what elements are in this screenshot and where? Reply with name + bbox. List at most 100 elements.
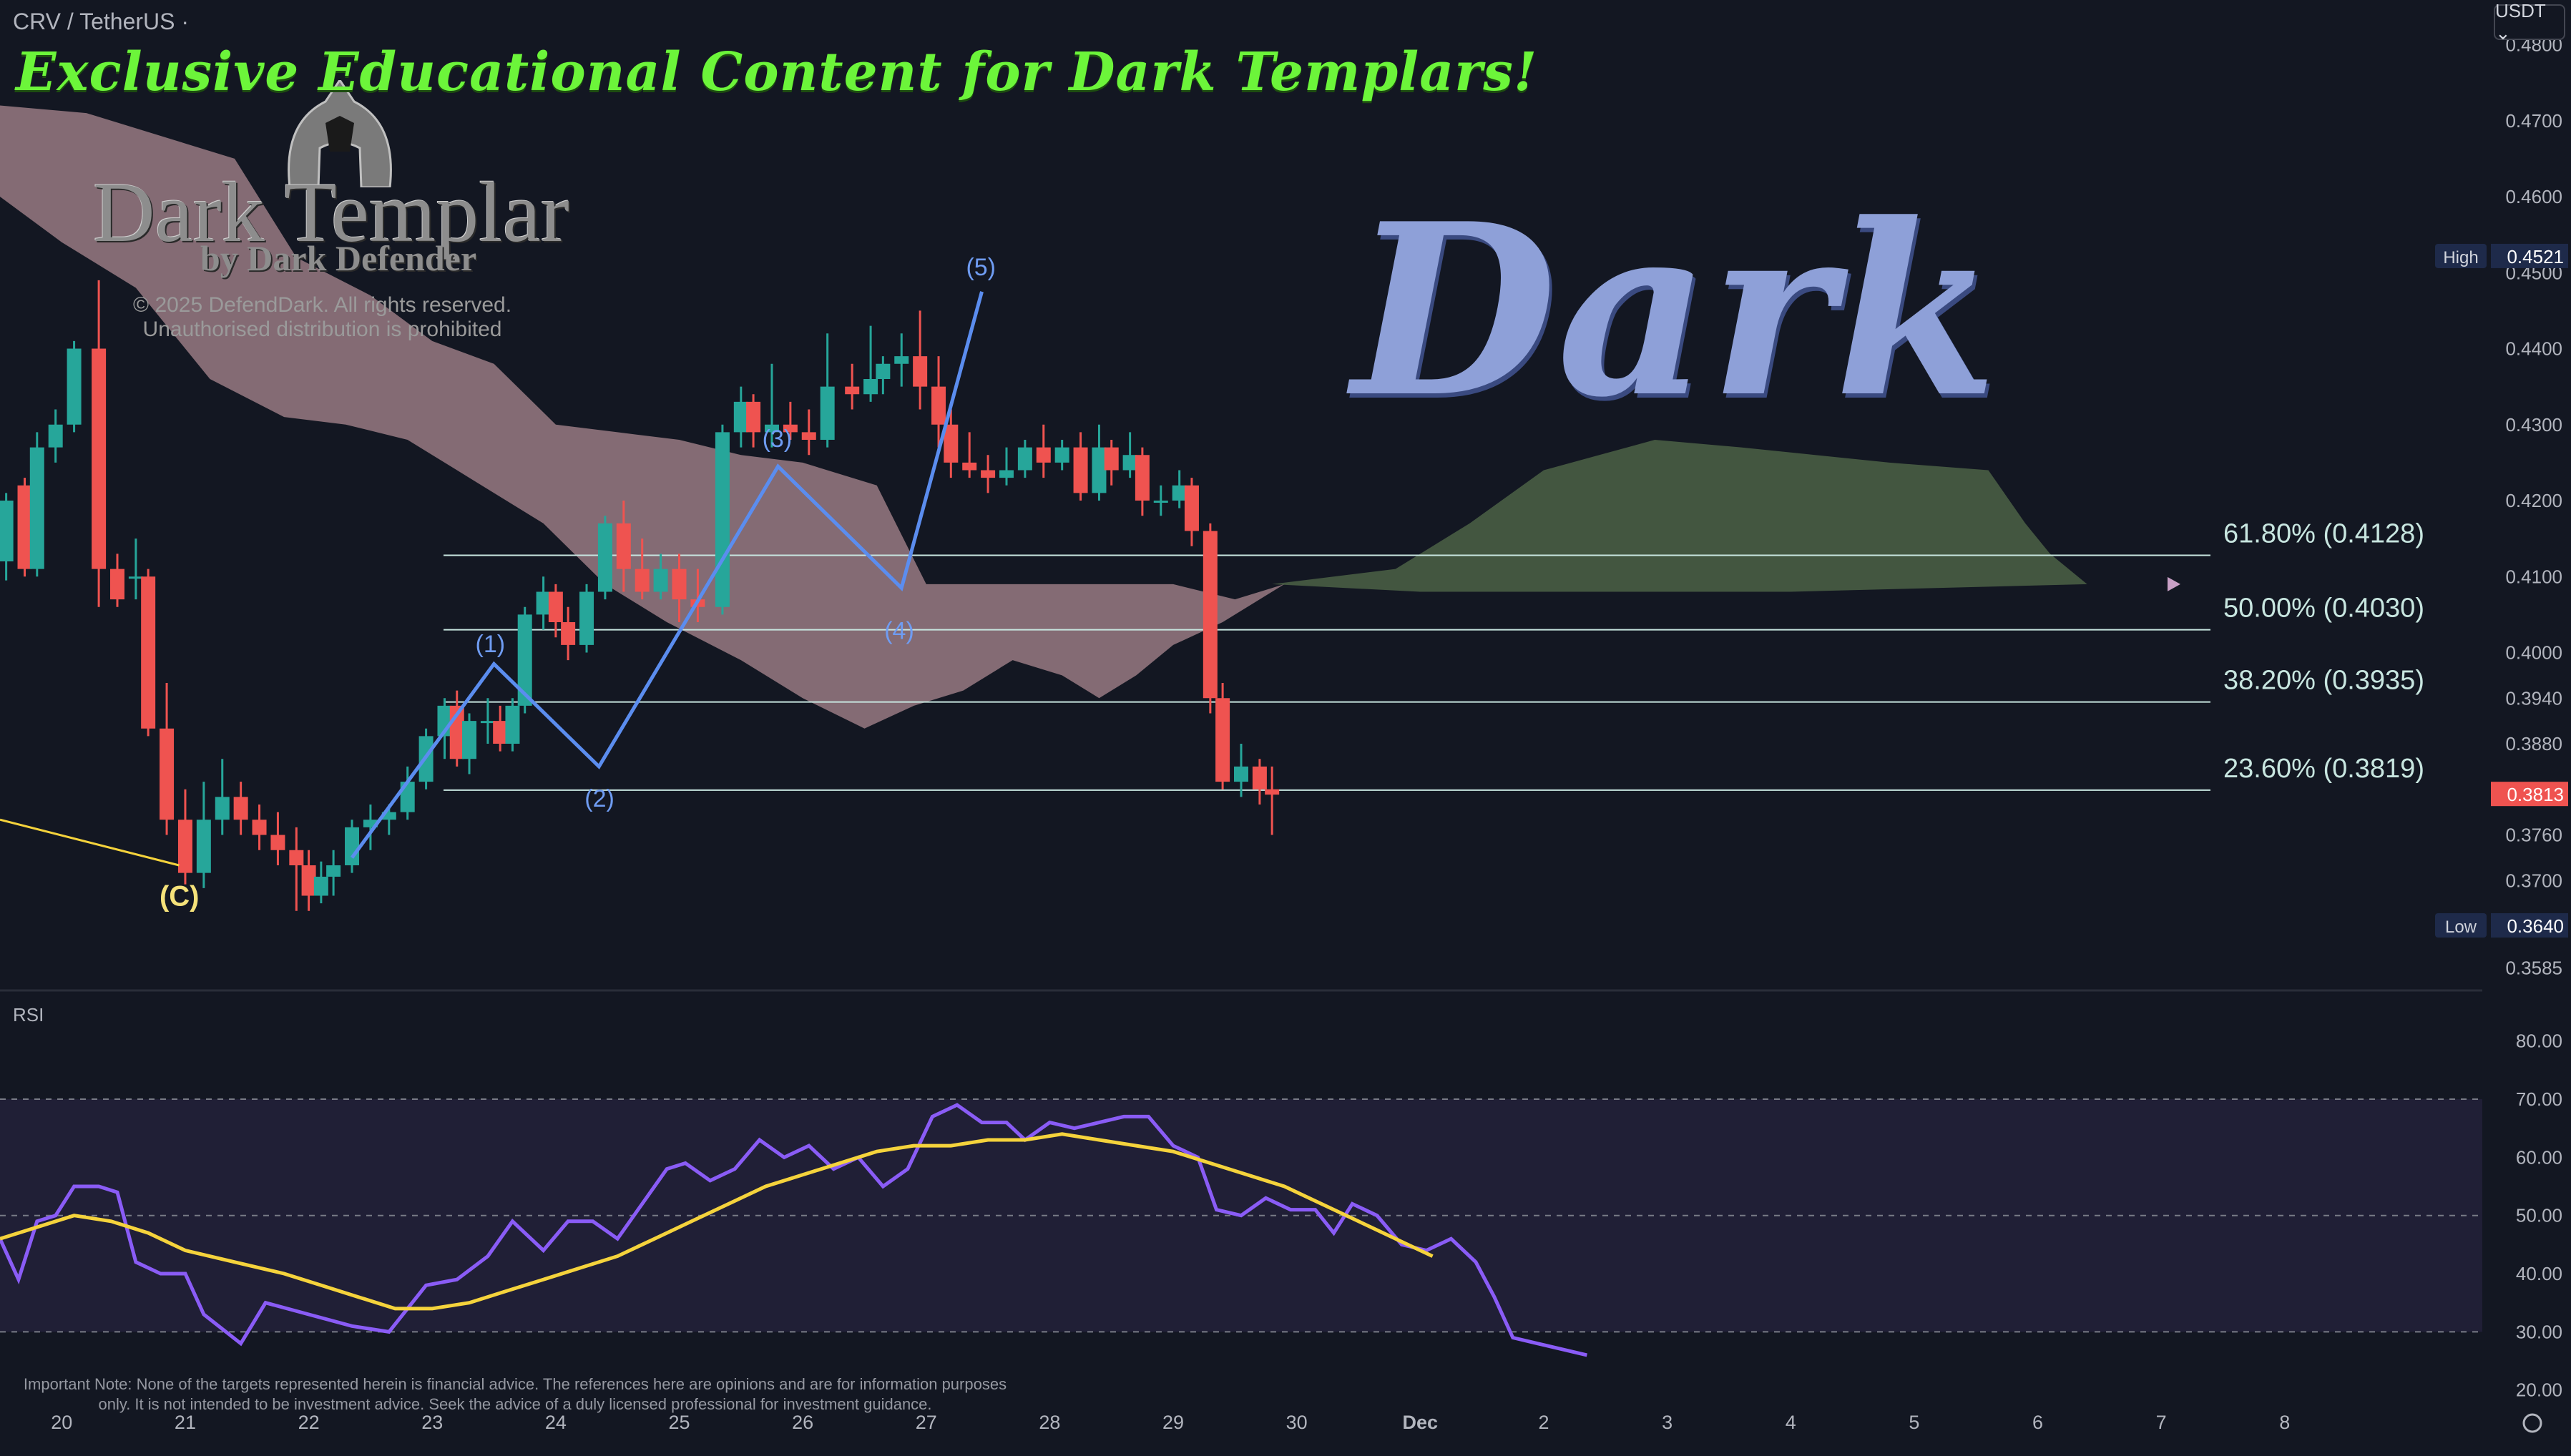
candle-up <box>536 591 551 615</box>
candle-down <box>141 576 156 729</box>
date-tick: 7 <box>2156 1412 2167 1433</box>
price-tick: 0.3700 <box>2505 870 2562 891</box>
price-tick: 0.4100 <box>2505 566 2562 587</box>
candle-up <box>1122 455 1137 471</box>
high-badge-label-bg <box>2435 243 2487 268</box>
wave-c-line <box>0 818 180 867</box>
candle-down <box>92 348 107 569</box>
distribution-line: Unauthorised distribution is prohibited <box>142 318 502 341</box>
disclaimer-note: Important Note: None of the targets repr… <box>23 1375 1007 1413</box>
rsi-tick: 70.00 <box>2516 1088 2562 1110</box>
candle-up <box>196 820 211 873</box>
wave-label: (4) <box>884 618 914 645</box>
last-price-badge-value-bg <box>2491 782 2568 807</box>
price-tick: 0.3760 <box>2505 825 2562 846</box>
rsi-tick: 80.00 <box>2516 1030 2562 1052</box>
rsi-line <box>0 1103 1587 1357</box>
candle-down <box>1252 766 1267 790</box>
low-badge-label: Low <box>2445 918 2477 937</box>
wave-label: (2) <box>584 785 614 812</box>
date-tick: 4 <box>1786 1412 1796 1433</box>
candle-up <box>863 379 878 395</box>
date-tick: 26 <box>792 1412 813 1433</box>
rsi-tick: 40.00 <box>2516 1263 2562 1284</box>
date-tick: 27 <box>916 1412 937 1433</box>
rsi-tick: 30.00 <box>2516 1321 2562 1342</box>
candle-up <box>1172 485 1187 501</box>
date-tick: 22 <box>298 1412 320 1433</box>
candle-down <box>1104 447 1119 471</box>
symbol-title[interactable]: CRV / TetherUS · <box>13 9 190 34</box>
date-tick: 8 <box>2279 1412 2290 1433</box>
candle-up <box>876 363 891 379</box>
date-tick: 3 <box>1662 1412 1673 1433</box>
cloud-end-marker <box>2168 576 2180 591</box>
wave-c-label: (C) <box>160 881 200 913</box>
candle-down <box>635 569 650 592</box>
ichimoku-cloud-bullish <box>1272 440 2087 592</box>
candle-up <box>1054 447 1069 463</box>
candle-down <box>944 424 959 463</box>
candle-up <box>363 820 378 827</box>
candle-down <box>270 835 285 850</box>
high-badge-value-bg <box>2491 243 2568 268</box>
date-tick: Dec <box>1403 1412 1439 1433</box>
candle-up <box>1234 766 1248 782</box>
date-tick: 28 <box>1039 1412 1060 1433</box>
copyright-line: © 2025 DefendDark. All rights reserved. <box>133 293 512 317</box>
date-tick: 23 <box>421 1412 443 1433</box>
price-tick: 0.4400 <box>2505 338 2562 360</box>
date-tick: 2 <box>1538 1412 1549 1433</box>
ichimoku-cloud-bearish <box>0 105 1285 729</box>
candle-down <box>561 622 576 645</box>
candle-down <box>962 462 977 471</box>
date-tick: 6 <box>2032 1412 2043 1433</box>
elliott-wave-path <box>350 291 984 859</box>
settings-gear-icon <box>2522 1413 2542 1433</box>
low-badge-value: 0.3640 <box>2507 915 2564 937</box>
candle-up <box>733 401 748 433</box>
fib-label: 61.80% (0.4128) <box>2223 519 2424 549</box>
candle-up <box>597 523 612 592</box>
candle-down <box>672 569 687 600</box>
price-tick: 0.4000 <box>2505 642 2562 664</box>
candle-down <box>801 432 816 440</box>
candle-up <box>505 705 520 744</box>
date-tick: 24 <box>545 1412 567 1433</box>
fib-label: 50.00% (0.4030) <box>2223 594 2424 624</box>
candle-down <box>1135 455 1150 501</box>
candle-up <box>29 447 44 569</box>
candle-up <box>462 721 477 759</box>
rsi-legend[interactable]: RSI <box>13 1004 44 1025</box>
candle-down <box>17 485 32 569</box>
wave-label: (1) <box>476 631 506 658</box>
candle-down <box>783 424 798 433</box>
candle-down <box>160 728 175 820</box>
candle-down <box>746 401 761 433</box>
date-tick: 21 <box>175 1412 196 1433</box>
rsi-tick: 60.00 <box>2516 1146 2562 1168</box>
price-tick: 0.3940 <box>2505 687 2562 709</box>
date-tick: 30 <box>1286 1412 1308 1433</box>
wave-label: (3) <box>763 426 793 453</box>
candle-down <box>1184 485 1199 531</box>
date-tick: 29 <box>1162 1412 1184 1433</box>
date-tick: 25 <box>668 1412 690 1433</box>
candle-up <box>345 827 360 865</box>
candle-down <box>301 865 316 896</box>
candle-down <box>177 820 192 873</box>
last-price-badge-value: 0.3813 <box>2507 784 2564 805</box>
copyright-notice: © 2025 DefendDark. All rights reserved. … <box>133 293 511 342</box>
currency-selector[interactable]: USDT ⌄ <box>2494 0 2565 44</box>
price-tick: 0.4300 <box>2505 414 2562 436</box>
candle-down <box>616 523 631 569</box>
candle-up <box>0 501 14 561</box>
candle-up <box>48 424 63 448</box>
logo-text: Dark Templar <box>93 164 569 260</box>
fib-label: 23.60% (0.3819) <box>2223 754 2424 784</box>
candle-up <box>715 432 730 607</box>
date-tick: 20 <box>51 1412 72 1433</box>
low-badge-label-bg <box>2435 913 2487 938</box>
rsi-ma-line <box>0 1132 1434 1311</box>
